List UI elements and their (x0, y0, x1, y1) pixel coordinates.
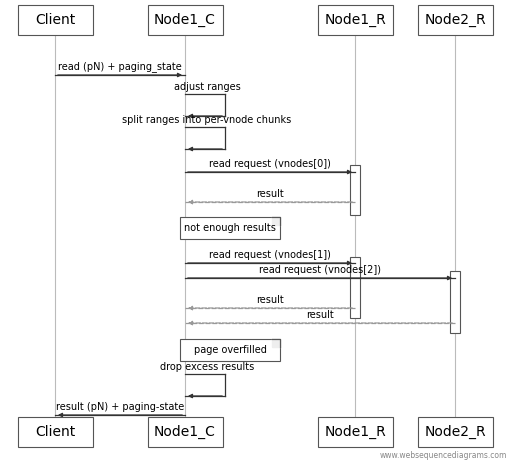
Text: Node2_R: Node2_R (424, 425, 486, 439)
Text: Client: Client (35, 425, 75, 439)
Text: www.websequencediagrams.com: www.websequencediagrams.com (379, 451, 507, 460)
Text: result: result (256, 189, 284, 199)
Text: read (pN) + paging_state: read (pN) + paging_state (58, 61, 182, 72)
Bar (450, 271, 460, 333)
Bar (317, 417, 393, 447)
Bar (180, 339, 280, 361)
Text: result: result (306, 310, 334, 320)
Bar (17, 5, 93, 35)
Bar (147, 5, 223, 35)
Text: read request (vnodes[2]): read request (vnodes[2]) (259, 265, 381, 275)
Bar (350, 257, 360, 318)
Bar (17, 417, 93, 447)
Text: Node2_R: Node2_R (424, 13, 486, 27)
Bar (417, 417, 493, 447)
Text: page overfilled: page overfilled (194, 345, 266, 355)
Text: read request (vnodes[1]): read request (vnodes[1]) (209, 250, 331, 260)
Text: split ranges into per-vnode chunks: split ranges into per-vnode chunks (122, 115, 292, 125)
Text: not enough results: not enough results (184, 223, 276, 233)
Text: Node1_C: Node1_C (154, 425, 216, 439)
Text: result (pN) + paging-state: result (pN) + paging-state (56, 402, 184, 412)
Text: drop excess results: drop excess results (160, 362, 254, 372)
Text: result: result (256, 295, 284, 305)
Text: Node1_R: Node1_R (324, 13, 386, 27)
Text: Node1_C: Node1_C (154, 13, 216, 27)
Bar (350, 165, 360, 215)
Text: Node1_R: Node1_R (324, 425, 386, 439)
Bar (147, 417, 223, 447)
Text: read request (vnodes[0]): read request (vnodes[0]) (209, 159, 331, 169)
Bar (317, 5, 393, 35)
Bar (417, 5, 493, 35)
Text: Client: Client (35, 13, 75, 27)
Polygon shape (272, 217, 280, 225)
Bar (180, 217, 280, 239)
Polygon shape (272, 339, 280, 347)
Text: adjust ranges: adjust ranges (174, 82, 240, 92)
